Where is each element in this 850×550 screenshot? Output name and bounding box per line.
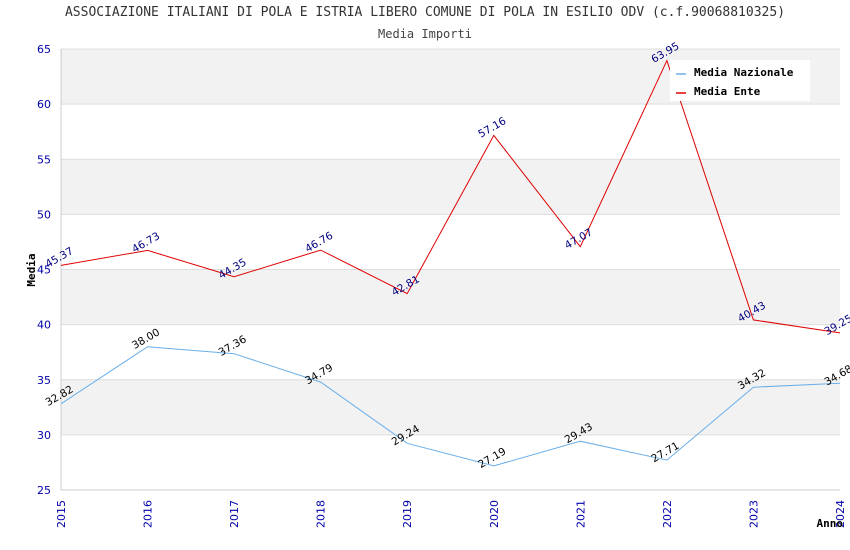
legend-box	[670, 60, 810, 101]
band-40-45	[61, 269, 840, 325]
x-tick-label: 2023	[747, 500, 760, 528]
y-tick-label: 35	[37, 374, 51, 387]
series-line-media-ente	[60, 59, 841, 334]
chart-title: ASSOCIAZIONE ITALIANI DI POLA E ISTRIA L…	[64, 5, 786, 20]
x-tick-label: 2021	[574, 500, 587, 528]
y-axis-ticks: 25 30 35 40 45 50 55 60 65	[37, 43, 51, 497]
band-30-35	[61, 379, 840, 435]
y-tick-label: 30	[37, 429, 51, 442]
x-tick-label: 2018	[315, 500, 328, 528]
band-25-30	[61, 434, 840, 490]
y-axis-title: Media	[25, 253, 38, 286]
x-tick-label: 2015	[55, 500, 68, 528]
y-tick-label: 65	[37, 43, 51, 56]
series-lines	[60, 59, 841, 467]
band-55-60	[61, 104, 840, 160]
band-45-50	[61, 214, 840, 270]
legend-label-media-ente: Media Ente	[694, 85, 761, 98]
x-tick-label: 2024	[834, 500, 847, 528]
chart-subtitle: Media Importi	[378, 27, 472, 41]
x-tick-label: 2016	[142, 500, 155, 528]
y-tick-label: 40	[37, 319, 51, 332]
y-tick-label: 55	[37, 153, 51, 166]
gridlines	[60, 48, 840, 491]
y-tick-label: 50	[37, 208, 51, 221]
background-bands	[61, 49, 840, 490]
band-50-55	[61, 159, 840, 215]
x-axis-ticks: 2015 2016 2017 2018 2019 2020 2021 2022 2023 2024	[55, 500, 847, 528]
series-line-media-nazionale	[60, 346, 841, 467]
band-35-40	[61, 324, 840, 380]
legend-label-media-nazionale: Media Nazionale	[694, 66, 794, 79]
x-tick-label: 2022	[661, 500, 674, 528]
legend: Media Nazionale Media Ente	[670, 60, 810, 101]
x-tick-label: 2020	[488, 500, 501, 528]
y-tick-label: 45	[37, 264, 51, 277]
x-axis-title: Anno	[817, 517, 844, 530]
x-tick-label: 2017	[228, 500, 241, 528]
y-tick-label: 25	[37, 484, 51, 497]
y-tick-label: 60	[37, 98, 51, 111]
x-tick-label: 2019	[401, 500, 414, 528]
